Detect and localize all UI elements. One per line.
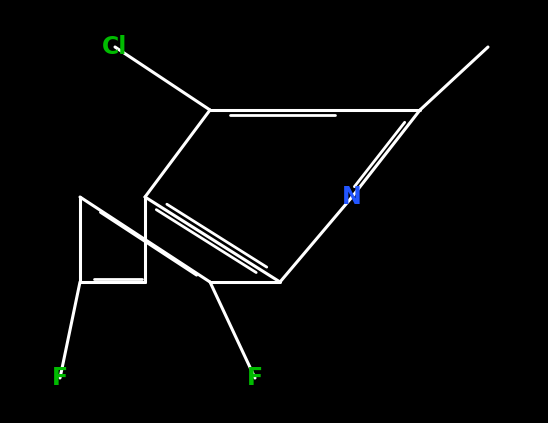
Text: F: F (52, 366, 68, 390)
Text: N: N (342, 185, 362, 209)
Text: Cl: Cl (102, 35, 128, 59)
Text: F: F (247, 366, 263, 390)
